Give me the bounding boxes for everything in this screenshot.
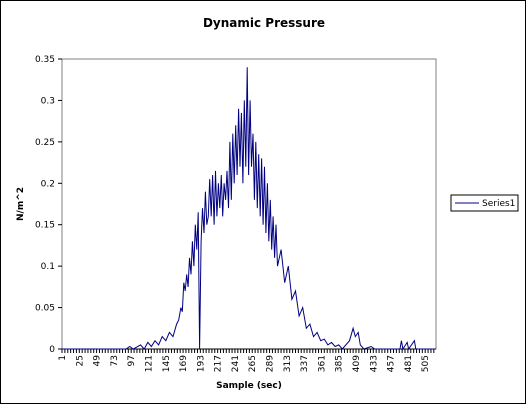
x-tick-label: 73 [110, 355, 120, 366]
x-tick-label: 361 [317, 355, 327, 372]
x-tick-label: 49 [93, 355, 103, 367]
x-tick-label: 457 [387, 355, 397, 372]
x-tick-label: 145 [162, 355, 172, 372]
x-tick-label: 97 [127, 355, 137, 366]
y-tick-label: 0.1 [41, 262, 55, 272]
x-tick-label: 25 [75, 355, 85, 366]
x-tick-label: 433 [369, 355, 379, 372]
x-axis-label: Sample (sec) [216, 381, 282, 391]
x-tick-label: 313 [283, 355, 293, 372]
x-tick-label: 193 [196, 355, 206, 372]
x-tick-label: 289 [266, 355, 276, 372]
legend-box [450, 194, 519, 212]
x-tick-label: 217 [214, 355, 224, 372]
x-tick-label: 265 [248, 355, 258, 372]
y-tick-label: 0.25 [35, 138, 55, 148]
x-tick-label: 1 [58, 355, 68, 361]
x-tick-label: 121 [144, 355, 154, 372]
x-tick-label: 169 [179, 355, 189, 372]
legend-entry: Series1 [482, 199, 515, 209]
x-tick-label: 481 [404, 355, 414, 372]
x-tick-label: 337 [300, 355, 310, 372]
x-axis: 1 25 49 73 97 121 145 169 193 217 241 265 289 313 337 3… [58, 348, 436, 372]
chart-title: Dynamic Pressure [203, 16, 325, 30]
y-tick-label: 0.05 [35, 304, 55, 314]
x-tick-label: 505 [421, 355, 431, 372]
x-tick-label: 409 [352, 355, 362, 372]
y-tick-label: 0.15 [35, 221, 55, 231]
y-tick-label: 0.2 [41, 179, 55, 189]
x-tick-label: 385 [335, 355, 345, 372]
x-tick-label: 241 [231, 355, 241, 372]
plot-area [61, 58, 437, 350]
y-tick-label: 0.35 [35, 55, 55, 65]
y-tick-label: 0.3 [41, 96, 55, 106]
y-axis: 0 0.05 0.1 0.15 0.2 0.25 0.3 0.35 [35, 55, 62, 355]
legend: Series1 [450, 194, 519, 212]
series-line [62, 67, 436, 351]
y-tick-label: 0 [49, 345, 55, 355]
y-axis-label: N/m^2 [16, 187, 26, 221]
